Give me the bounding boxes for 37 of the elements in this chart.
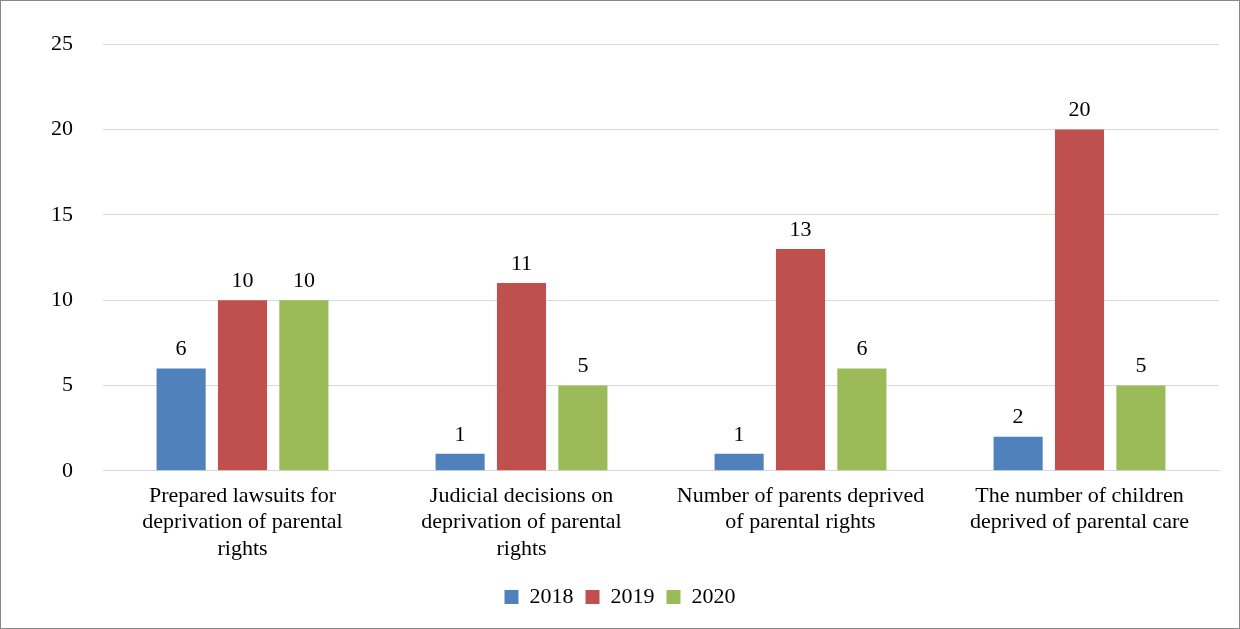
bar <box>217 300 268 471</box>
y-tick-label: 25 <box>51 29 73 55</box>
legend-label: 2018 <box>529 582 574 608</box>
y-tick-label: 0 <box>62 456 73 482</box>
x-tick-label: Prepared lawsuits for deprivation of parental rights <box>142 481 343 560</box>
data-label: 1 <box>733 420 745 446</box>
data-label: 2 <box>1012 403 1024 429</box>
legend-label: 2020 <box>691 582 736 608</box>
y-tick-label: 15 <box>51 200 73 226</box>
bar <box>1116 385 1166 471</box>
bar <box>279 300 329 471</box>
y-tick-label: 10 <box>51 285 73 311</box>
bar <box>156 368 206 471</box>
data-label: 6 <box>856 335 868 361</box>
bar <box>1054 129 1105 471</box>
data-label: 13 <box>789 215 812 241</box>
bar <box>496 283 547 471</box>
bar <box>775 248 826 471</box>
data-label: 5 <box>1135 352 1147 378</box>
bar <box>837 368 887 471</box>
bar <box>558 385 608 471</box>
x-tick-label: Number of parents deprived of parental rights <box>676 481 925 534</box>
x-tick-label: Judicial decisions on deprivation of parental rights <box>421 481 622 560</box>
bar <box>993 436 1043 471</box>
bar <box>435 453 485 471</box>
y-tick-label: 20 <box>51 115 73 141</box>
data-label: 5 <box>577 352 589 378</box>
data-label: 11 <box>510 249 533 275</box>
bar <box>714 453 764 471</box>
x-tick-label: The number of children deprived of parental care <box>969 481 1190 534</box>
data-label: 6 <box>175 335 187 361</box>
data-label: 10 <box>231 266 254 292</box>
data-label: 20 <box>1068 96 1091 122</box>
legend-label: 2019 <box>610 582 655 608</box>
data-label: 1 <box>454 420 466 446</box>
y-tick-label: 5 <box>62 371 73 397</box>
data-label: 10 <box>292 266 315 292</box>
